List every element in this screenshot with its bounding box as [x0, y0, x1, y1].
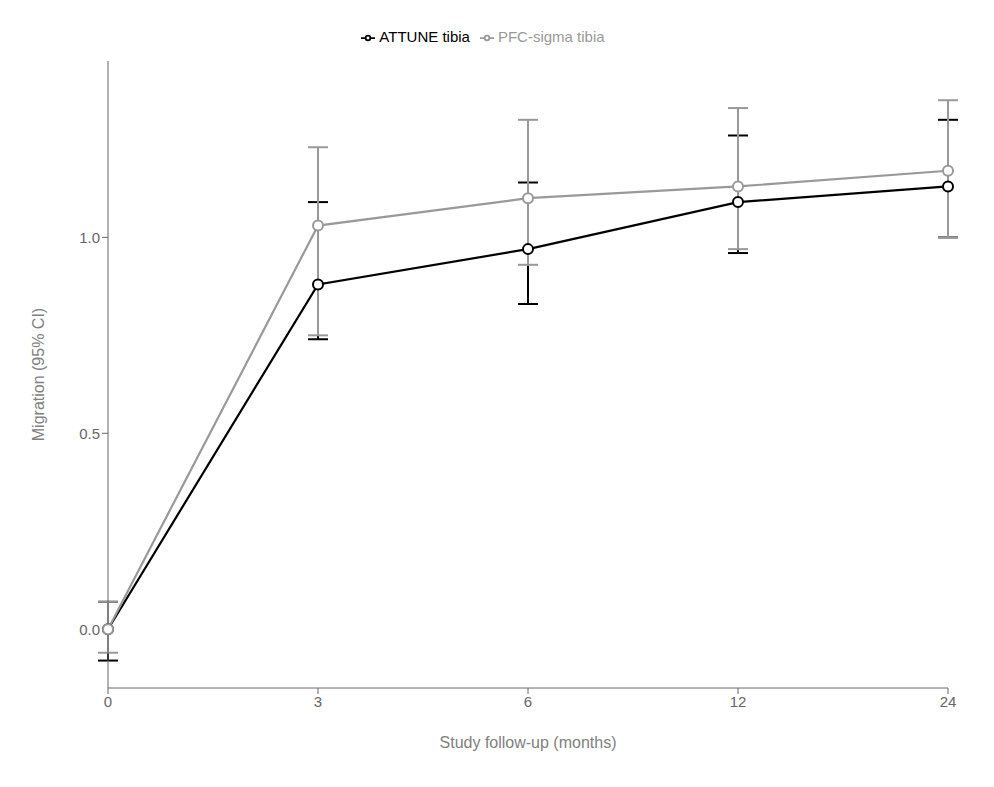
svg-text:Study follow-up (months): Study follow-up (months)	[440, 734, 617, 751]
svg-text:24: 24	[940, 693, 957, 710]
svg-text:Migration (95% CI): Migration (95% CI)	[30, 308, 47, 441]
svg-text:0: 0	[104, 693, 112, 710]
svg-text:0.5: 0.5	[79, 425, 100, 442]
html-text:ATTUNE tibia: ATTUNE tibia	[379, 28, 470, 45]
html-text:PFC-sigma tibia: PFC-sigma tibia	[497, 28, 605, 45]
svg-text:12: 12	[730, 693, 747, 710]
svg-text:6: 6	[524, 693, 532, 710]
svg-text:0.0: 0.0	[79, 621, 100, 638]
svg-text:3: 3	[314, 693, 322, 710]
svg-text:1.0: 1.0	[79, 229, 100, 246]
